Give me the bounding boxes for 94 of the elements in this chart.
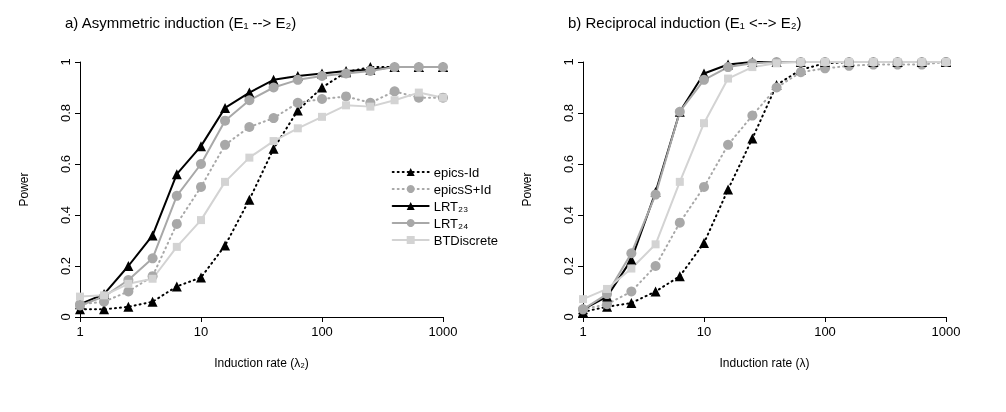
point (627, 264, 636, 273)
y-axis-title: Power (520, 172, 534, 207)
point (389, 86, 400, 97)
point (147, 253, 158, 264)
point (675, 177, 684, 186)
x-tick-label: 1000 (428, 324, 458, 339)
chart-title: b) Reciprocal induction (E₁ <--> E₂) (568, 14, 802, 31)
point (674, 217, 685, 228)
y-tick-label: 1 (561, 58, 576, 66)
x-tick-label: 10 (696, 324, 712, 339)
y-axis-title: Power (17, 172, 31, 207)
point (171, 190, 182, 201)
point (579, 295, 587, 304)
point (196, 141, 206, 152)
point (171, 281, 182, 292)
legend-label: LRT₂₃ (433, 198, 469, 214)
point (317, 93, 327, 104)
point (723, 184, 734, 195)
point (748, 63, 757, 72)
point (220, 240, 231, 251)
point (245, 153, 254, 162)
point (699, 238, 709, 249)
point (123, 261, 134, 271)
x-tick-label: 1 (579, 324, 587, 339)
point (171, 169, 182, 180)
point (723, 139, 734, 150)
point (650, 261, 661, 271)
point (123, 286, 134, 297)
y-tick-label: 0.2 (58, 256, 73, 276)
point (123, 301, 134, 312)
x-tick-label: 1 (76, 324, 84, 339)
x-axis-title: Induction rate (λ) (719, 356, 810, 370)
point (366, 102, 375, 111)
point (317, 82, 327, 93)
x-axis-title: Induction rate (λ₂) (214, 356, 309, 370)
point (268, 82, 279, 93)
x-tick-label: 10 (193, 324, 209, 339)
legend-label: LRT₂₄ (433, 215, 469, 231)
point (626, 248, 637, 259)
x-tick-label: 1000 (931, 324, 961, 339)
point (147, 230, 158, 241)
point (699, 74, 709, 85)
y-tick-label: 0.8 (58, 103, 73, 123)
point (244, 95, 255, 106)
point (124, 279, 133, 288)
point (724, 74, 733, 83)
point (220, 115, 231, 126)
point (626, 297, 637, 308)
point (220, 102, 231, 113)
point (172, 242, 181, 251)
point (626, 286, 637, 297)
point (318, 112, 326, 121)
point (171, 218, 182, 229)
point (341, 91, 352, 102)
point (147, 296, 158, 307)
point (76, 292, 84, 301)
legend-label: epics-Id (433, 164, 480, 180)
point (700, 119, 708, 128)
point (196, 159, 206, 169)
point (244, 122, 255, 133)
point (342, 101, 351, 110)
y-tick-label: 0.6 (561, 154, 576, 174)
y-tick-label: 0.8 (561, 103, 576, 123)
y-tick-label: 1 (58, 58, 73, 66)
y-tick-label: 0.6 (58, 154, 73, 174)
point (747, 110, 758, 121)
chart-title: a) Asymmetric induction (E₁ --> E₂) (65, 14, 297, 31)
point (220, 139, 231, 150)
point (196, 181, 206, 192)
legend-label: epicsS+Id (433, 181, 492, 197)
legend-label: BTDiscrete (433, 232, 499, 248)
y-tick-label: 0.2 (561, 256, 576, 276)
point (196, 272, 206, 283)
y-tick-label: 0 (58, 313, 73, 321)
point (269, 137, 278, 146)
point (197, 216, 205, 225)
point (221, 177, 230, 186)
y-tick-label: 0.4 (58, 205, 73, 225)
point (292, 97, 303, 108)
point (747, 133, 758, 144)
point (699, 181, 709, 192)
point (650, 286, 661, 297)
point (390, 96, 399, 105)
x-tick-label: 100 (814, 324, 836, 339)
y-tick-label: 0.4 (561, 205, 576, 225)
point (651, 240, 660, 249)
point (268, 113, 279, 124)
y-tick-label: 0 (561, 313, 576, 321)
point (244, 194, 255, 205)
point (293, 124, 302, 133)
point (414, 88, 423, 97)
point (674, 271, 685, 282)
x-tick-label: 100 (311, 324, 333, 339)
point (603, 284, 612, 293)
